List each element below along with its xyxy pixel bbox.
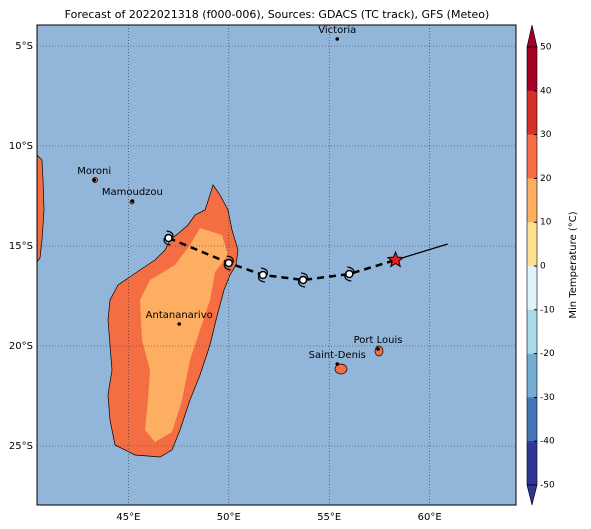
cyclone-symbol: [344, 266, 355, 282]
colorbar-tick-label: -20: [540, 349, 555, 359]
cyclone-arm: [166, 230, 174, 239]
colorbar-tick-label: 40: [540, 86, 552, 96]
city-dot: [335, 362, 340, 366]
colorbar-extend-top: [526, 24, 538, 48]
colorbar-level: [527, 353, 537, 398]
cyclone-eye: [224, 258, 234, 268]
x-tick-label: 50°E: [217, 512, 241, 523]
cyclone-eye: [345, 269, 354, 279]
city-dot: [130, 199, 135, 203]
city-label: Port Louis: [354, 335, 403, 346]
cyclone-arm: [260, 267, 268, 276]
city-label: Antananarivo: [146, 310, 213, 321]
x-tick-label: 55°E: [317, 512, 341, 523]
colorbar-tick-label: 10: [540, 218, 552, 228]
cyclone-arm: [223, 262, 231, 271]
cyclone-eye: [258, 270, 268, 280]
colorbar-level: [527, 178, 537, 223]
city-label: Mamoudzou: [102, 187, 163, 198]
colorbar-level: [527, 266, 537, 311]
cyclone-symbol: [298, 272, 309, 288]
cyclone-arm: [301, 272, 309, 281]
cyclone-eye: [298, 275, 308, 285]
y-tick-label: 20°S: [9, 341, 33, 352]
colorbar-level: [527, 90, 537, 135]
cyclone-symbol: [163, 230, 174, 246]
x-tick-label: 45°E: [116, 512, 140, 523]
forecast-track: [168, 236, 396, 282]
y-tick-label: 10°S: [9, 141, 33, 152]
colorbar-level: [527, 47, 537, 92]
x-tick-label: 60°E: [418, 512, 442, 523]
y-tick-label: 15°S: [9, 241, 33, 252]
past-track: [395, 243, 448, 261]
cyclone-symbol: [223, 255, 234, 271]
cyclone-arm: [298, 279, 306, 288]
city-label: Saint-Denis: [309, 350, 366, 361]
colorbar-tick-label: 20: [540, 174, 552, 184]
city-dot: [177, 322, 181, 326]
cyclone-eye: [164, 233, 173, 243]
colorbar-level: [527, 441, 537, 486]
y-tick-label: 5°S: [15, 41, 33, 52]
colorbar-level: [527, 222, 537, 267]
cyclone-arm: [226, 255, 234, 264]
colorbar-tick-label: 30: [540, 130, 552, 140]
cyclone-arm: [344, 273, 352, 282]
colorbar-level: [527, 134, 537, 179]
colorbar-tick-label: -50: [540, 481, 555, 491]
cyclone-arm: [347, 266, 355, 275]
city-label: Moroni: [77, 166, 111, 177]
colorbar-tick-label: -40: [540, 437, 555, 447]
colorbar-tick-label: -10: [540, 305, 555, 315]
city-label: Victoria: [318, 25, 356, 36]
colorbar-tick-label: 50: [540, 43, 552, 53]
y-tick-label: 25°S: [9, 441, 33, 452]
cyclone-arm: [257, 274, 266, 283]
cyclone-arm: [163, 237, 171, 246]
colorbar-tick-label: -30: [540, 393, 555, 403]
city-dot: [335, 37, 340, 41]
colorbar-label: Min Temperature (°C): [568, 211, 579, 318]
title: Forecast of 2022021318 (f000-006), Sourc…: [65, 8, 490, 21]
current-position: [386, 250, 405, 268]
colorbar-level: [527, 309, 537, 354]
colorbar-tick-label: 0: [540, 262, 546, 272]
colorbar-level: [527, 397, 537, 442]
map-frame: [36, 24, 517, 506]
city-dot: [376, 347, 380, 351]
colorbar-extend-bottom: [526, 484, 538, 506]
ocean: [37, 25, 516, 505]
city-dot: [92, 178, 97, 182]
cyclone-symbol: [257, 267, 268, 283]
